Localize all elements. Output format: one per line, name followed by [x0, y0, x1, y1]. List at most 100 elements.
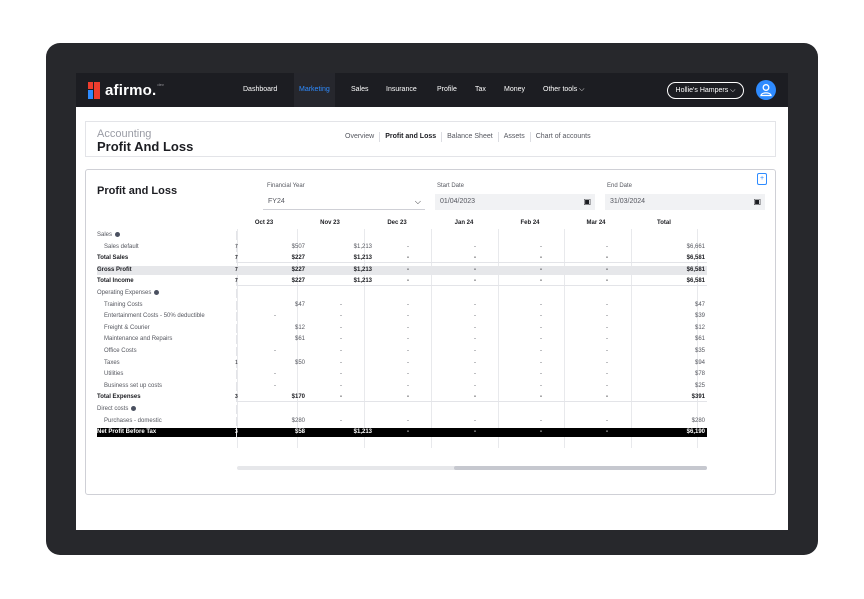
- row-label: Office Costs: [97, 347, 237, 356]
- table-cell: -: [407, 417, 409, 424]
- table-cell: $58: [294, 429, 305, 436]
- table-row: Gross Profit 7 $227 $1,213 - - - - $6,581: [97, 265, 707, 275]
- table-cell: -: [407, 394, 409, 401]
- start-date-label: Start Date: [437, 183, 465, 189]
- truncated-value: 7: [235, 243, 238, 250]
- export-icon[interactable]: +: [757, 173, 767, 185]
- row-label-text: Freight & Courier: [104, 324, 150, 331]
- table-cell: -: [340, 348, 342, 354]
- table-row: Training Costs $47 - - - - - $47: [97, 300, 707, 310]
- nav-tax[interactable]: Tax: [475, 86, 486, 93]
- table-cell: $1,213: [353, 255, 372, 262]
- table-row: Total Income 7 $227 $1,213 - - - - $6,581: [97, 277, 707, 287]
- table-cell: -: [340, 382, 342, 389]
- row-label: Gross Profit: [97, 265, 237, 275]
- nav-marketing[interactable]: Marketing: [294, 73, 335, 107]
- start-date-value: 01/04/2023: [440, 198, 476, 205]
- nav-sales[interactable]: Sales: [351, 86, 369, 93]
- table-cell: -: [407, 301, 409, 308]
- end-date-input[interactable]: 31/03/2024 ▣: [605, 194, 765, 210]
- row-label: Business set up costs: [97, 381, 237, 391]
- help-icon[interactable]: [154, 289, 160, 295]
- table-cell: $12: [294, 324, 305, 331]
- table-row: Business set up costs - - - - - - $25: [97, 381, 707, 391]
- table-cell: -: [474, 359, 476, 366]
- tab-chart-of-accounts[interactable]: Chart of accounts: [529, 132, 596, 142]
- row-label: Net Profit Before Tax: [97, 428, 237, 438]
- table-cell: -: [540, 348, 542, 354]
- page-title: Profit And Loss: [97, 139, 194, 154]
- tab-profit-and-loss[interactable]: Profit and Loss: [379, 132, 441, 142]
- table-cell: $39: [694, 313, 705, 320]
- nav-dashboard[interactable]: Dashboard: [243, 86, 278, 93]
- table-cell: -: [474, 429, 476, 436]
- help-icon[interactable]: [115, 231, 121, 237]
- table-cell: $227: [291, 255, 305, 262]
- nav-money[interactable]: Money: [504, 86, 526, 93]
- user-icon[interactable]: [756, 80, 776, 100]
- row-label: Training Costs: [97, 300, 237, 310]
- table-cell: $50: [294, 359, 305, 366]
- column-header: Dec 23: [387, 220, 407, 226]
- row-label: Entertainment Costs - 50% deductible: [97, 312, 237, 322]
- tab-overview[interactable]: Overview: [345, 133, 375, 140]
- table-cell: -: [540, 301, 542, 308]
- table-cell: $47: [294, 301, 305, 308]
- end-date-label: End Date: [607, 183, 633, 189]
- table-row: Maintenance and Repairs $61 - - - - - $61: [97, 335, 707, 345]
- table-cell: -: [407, 278, 409, 285]
- company-switcher[interactable]: Hollie's Hampers ⌵: [667, 82, 744, 99]
- table-row: Taxes 1 $50 - - - - - $94: [97, 358, 707, 368]
- row-label-text: Utilities: [104, 371, 124, 378]
- row-label-text: Purchases - domestic: [104, 417, 162, 424]
- table-cell: -: [474, 301, 476, 308]
- financial-year-select[interactable]: FY24 ⌵: [263, 194, 425, 210]
- tab-balance-sheet[interactable]: Balance Sheet: [441, 132, 498, 142]
- table-cell: -: [474, 348, 476, 354]
- table-cell: -: [407, 348, 409, 354]
- calendar-icon[interactable]: ▣: [753, 197, 761, 206]
- table-cell: $280: [291, 417, 305, 424]
- row-label-text: Total Income: [97, 278, 134, 285]
- column-divider: [237, 229, 238, 448]
- nav-profile[interactable]: Profile: [437, 86, 457, 93]
- row-label-text: Net Profit Before Tax: [97, 429, 157, 436]
- column-header: Oct 23: [254, 220, 274, 226]
- table-cell: -: [474, 336, 476, 343]
- table-cell: -: [340, 313, 342, 320]
- table-cell: -: [606, 324, 608, 331]
- help-icon[interactable]: [131, 405, 137, 411]
- table-cell: -: [606, 394, 608, 401]
- tab-assets[interactable]: Assets: [497, 132, 530, 142]
- column-divider: [364, 229, 365, 448]
- table-cell: -: [540, 313, 542, 320]
- nav-insurance[interactable]: Insurance: [386, 86, 417, 93]
- table-cell: -: [407, 255, 409, 262]
- table-row: Entertainment Costs - 50% deductible - - - -…: [97, 312, 707, 322]
- table-cell: -: [340, 394, 342, 401]
- scrollbar-thumb[interactable]: [454, 466, 707, 470]
- logo-text: afirmo.: [105, 82, 157, 99]
- column-divider: [564, 229, 565, 448]
- afirmo-logo[interactable]: afirmo. dev: [88, 82, 164, 99]
- report-tabs: Overview Profit and Loss Balance Sheet A…: [340, 132, 596, 142]
- nav-other-tools[interactable]: Other tools ⌵: [543, 86, 585, 93]
- row-label-text: Operating Expenses: [97, 290, 152, 296]
- start-date-input[interactable]: 01/04/2023 ▣: [435, 194, 595, 210]
- table-cell: $280: [691, 417, 705, 424]
- table-row: Office Costs - - - - - - $35: [97, 347, 707, 356]
- row-label: Operating Expenses: [97, 289, 237, 298]
- table-cell: -: [474, 266, 476, 273]
- table-cell: -: [407, 313, 409, 320]
- calendar-icon[interactable]: ▣: [583, 197, 591, 206]
- table-row: Total Sales 7 $227 $1,213 - - - - $6,581: [97, 254, 707, 264]
- table-cell: $47: [694, 301, 705, 308]
- top-navigation: afirmo. dev Dashboard Marketing Sales In…: [76, 73, 788, 107]
- table-cell: -: [407, 429, 409, 436]
- table-cell: $12: [694, 324, 705, 331]
- column-divider: [297, 229, 298, 448]
- horizontal-scrollbar[interactable]: [237, 466, 707, 470]
- table-cell: -: [540, 371, 542, 378]
- row-label: Total Income: [97, 277, 237, 287]
- table-cell: -: [606, 359, 608, 366]
